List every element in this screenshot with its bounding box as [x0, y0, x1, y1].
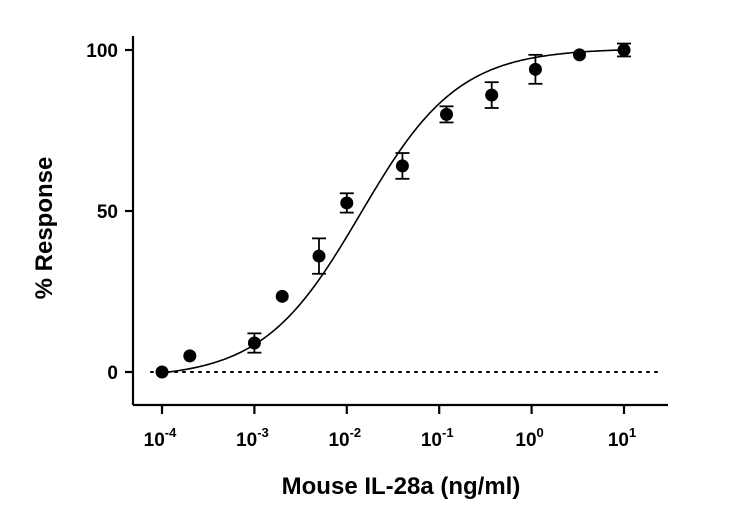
x-axis-label: Mouse IL-28a (ng/ml) [282, 473, 521, 500]
data-points [155, 42, 631, 379]
x-tick-label: 10-4 [144, 425, 177, 451]
x-tick-base: 10 [515, 430, 536, 451]
y-tick-label: 50 [97, 202, 118, 223]
x-tick-exponent: -4 [165, 425, 177, 440]
data-point [155, 365, 169, 379]
x-tick-base: 10 [421, 430, 442, 451]
x-tick-exponent: 1 [629, 425, 636, 440]
x-tick-exponent: -2 [350, 425, 362, 440]
data-point [573, 48, 587, 62]
x-tick-label: 101 [608, 425, 636, 451]
data-point [617, 43, 631, 57]
data-point [485, 88, 499, 102]
data-point [275, 289, 289, 303]
x-tick-exponent: -3 [257, 425, 269, 440]
data-point [183, 349, 197, 363]
axes [131, 36, 668, 407]
x-tick-label: 100 [515, 425, 543, 451]
data-point [395, 159, 409, 173]
data-point [340, 196, 354, 210]
data-point [312, 249, 326, 263]
y-axis-label: % Response [31, 157, 58, 300]
x-tick-label: 10-2 [328, 425, 361, 451]
x-tick-base: 10 [608, 430, 629, 451]
x-ticks: 10-4 10-3 10-2 10-1 100 101 [144, 405, 636, 451]
y-tick-label: 100 [86, 41, 118, 62]
x-tick-base: 10 [144, 430, 165, 451]
x-tick-exponent: 0 [537, 425, 544, 440]
x-tick-base: 10 [328, 430, 349, 451]
y-ticks: 0 50 100 [86, 41, 133, 384]
x-tick-base: 10 [236, 430, 257, 451]
x-tick-label: 10-1 [421, 425, 454, 451]
data-point [440, 107, 454, 121]
fit-curve [161, 49, 625, 374]
data-point [247, 336, 261, 350]
x-tick-exponent: -1 [442, 425, 454, 440]
data-point [528, 62, 542, 76]
x-tick-label: 10-3 [236, 425, 269, 451]
y-tick-label: 0 [107, 363, 118, 384]
